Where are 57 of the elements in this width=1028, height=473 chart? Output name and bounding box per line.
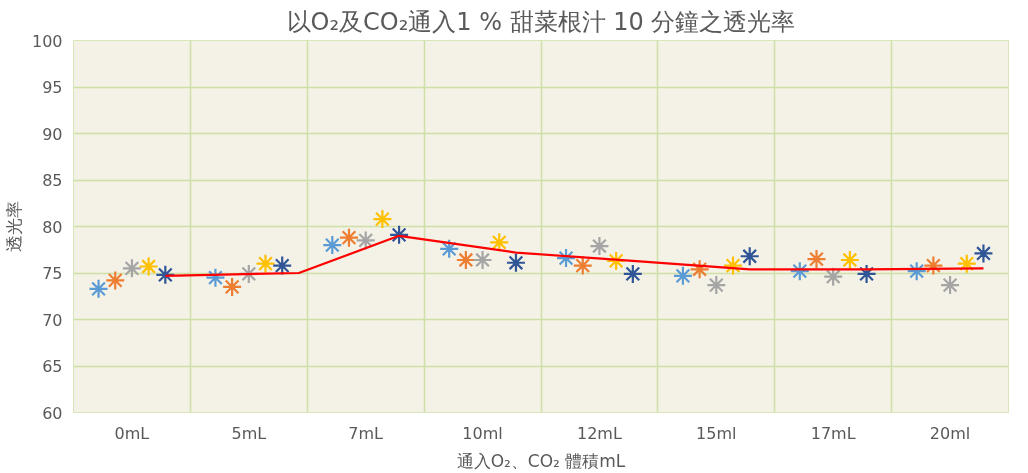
x-tick-label: 17mL (810, 423, 856, 443)
point (672, 265, 694, 286)
point (789, 261, 810, 282)
point (706, 274, 727, 296)
point (923, 255, 944, 276)
y-tick-label: 70 (42, 310, 63, 330)
point (622, 263, 643, 285)
point (205, 267, 226, 288)
y-tick-label: 65 (42, 357, 63, 376)
point (589, 235, 610, 257)
x-tick-label: 7mL (348, 423, 384, 443)
point (372, 208, 393, 230)
y-tick-label: 85 (42, 171, 63, 190)
chart-title: 以O₂及CO₂通入1 % 甜菜根汁 10 分鐘之透光率 (286, 7, 796, 36)
x-tick-label: 5mL (231, 423, 267, 443)
point (956, 253, 977, 274)
point (839, 249, 860, 271)
point (88, 278, 109, 299)
point (739, 246, 760, 267)
x-tick-label: 12mL (577, 423, 622, 443)
point (155, 264, 176, 285)
point (906, 261, 927, 282)
point (939, 274, 961, 296)
x-axis-title: 通入O₂、CO₂ 體積mL (456, 450, 626, 471)
point (322, 235, 343, 256)
y-tick-label: 75 (42, 264, 63, 283)
y-axis-title: 透光率 (3, 201, 24, 252)
y-tick-label: 95 (42, 78, 63, 97)
point (505, 252, 527, 273)
point (572, 255, 593, 276)
point (606, 250, 627, 272)
point (555, 248, 577, 269)
x-tick-label: 15ml (696, 423, 737, 443)
x-tick-label: 0mL (114, 423, 150, 443)
point (455, 249, 476, 271)
point (722, 255, 744, 276)
point (806, 248, 827, 270)
y-tick-label: 60 (42, 403, 63, 423)
point (121, 258, 143, 279)
point (138, 256, 159, 277)
point (338, 227, 360, 248)
x-tick-label: 10ml (462, 423, 503, 443)
line-series (164, 234, 985, 277)
point (689, 259, 710, 280)
y-tick-label: 80 (42, 217, 63, 237)
point (222, 276, 243, 298)
point (255, 253, 276, 274)
point (439, 238, 460, 259)
point (388, 224, 410, 245)
y-tick-label: 100 (31, 31, 63, 51)
point (472, 249, 493, 271)
point (856, 263, 877, 285)
point (105, 270, 126, 291)
x-tick-label: 20ml (929, 423, 971, 443)
point (272, 255, 293, 276)
point (973, 243, 994, 264)
y-tick-label: 90 (42, 124, 63, 144)
